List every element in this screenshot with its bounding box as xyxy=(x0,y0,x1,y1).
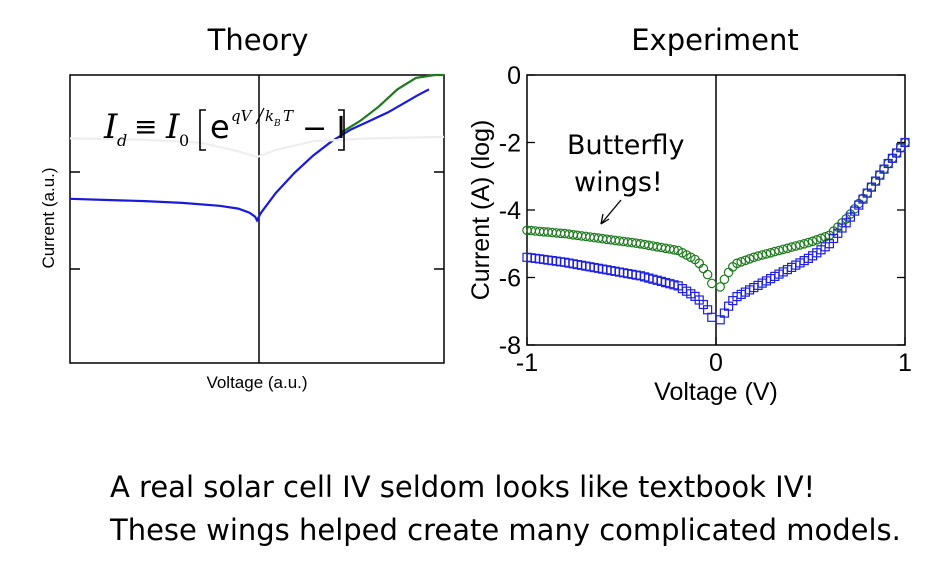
exp-series-0-point-68 xyxy=(807,236,818,247)
experiment-title: Experiment xyxy=(631,23,799,57)
exp-series-0-point-53 xyxy=(744,253,755,264)
eq-coef-sub: 0 xyxy=(179,131,189,150)
theory-xlabel: Voltage (a.u.) xyxy=(206,373,307,392)
exp-series-0-point-47 xyxy=(719,274,730,285)
experiment-ticks: 0 -2 -4 -6 -8-1 0 1 xyxy=(499,62,912,377)
exp-series-1-point-90 xyxy=(900,137,910,148)
exp-series-0-point-52 xyxy=(740,255,751,266)
eq-exp-base: e xyxy=(210,108,230,146)
experiment-series xyxy=(522,137,910,325)
exp-xtick-label-0: -1 xyxy=(516,349,538,377)
theory-curve-2 xyxy=(69,135,445,159)
eq-exp-den-tail: T xyxy=(283,107,294,125)
eq-left-bracket xyxy=(199,109,206,151)
experiment-ylabel: Current (A) (log) xyxy=(467,120,495,301)
theory-curves xyxy=(69,73,445,223)
exp-series-0-point-44 xyxy=(706,278,717,289)
annotation-line-1: Butterfly xyxy=(567,130,685,161)
exp-series-0-point-48 xyxy=(723,267,734,278)
annotation-arrow xyxy=(600,199,622,225)
experiment-chart: Experiment 0 -2 -4 -6 -8-1 0 1 Voltage (V) Cur… xyxy=(467,23,912,406)
eq-equiv: ≡ xyxy=(134,110,157,143)
theory-chart: Theory Voltage (a.u.) Current (a.u.) I d… xyxy=(39,23,445,392)
exp-series-0-point-46 xyxy=(715,282,725,292)
eq-coef-main: I xyxy=(165,107,180,147)
exp-series-0-point-50 xyxy=(732,258,742,269)
exp-series-1-point-44 xyxy=(707,312,717,322)
eq-exp-slash xyxy=(255,107,265,125)
exp-ytick-label-3: -6 xyxy=(499,265,521,293)
theory-axes-box xyxy=(69,74,445,364)
exp-series-0-point-43 xyxy=(702,269,713,280)
exp-ytick-label-0: 0 xyxy=(507,62,521,90)
exp-series-0-point-51 xyxy=(736,256,746,267)
annotation-line-2: wings! xyxy=(574,167,663,198)
experiment-xlabel: Voltage (V) xyxy=(654,378,778,406)
exp-xtick-label-1: 0 xyxy=(709,349,723,377)
theory-ylabel: Current (a.u.) xyxy=(39,167,58,268)
diode-equation: I d ≡ I 0 e qV k B T − I xyxy=(103,107,346,151)
exp-series-0-point-69 xyxy=(811,235,822,245)
eq-lhs-main: I xyxy=(103,107,118,147)
eq-right-bracket xyxy=(338,109,345,151)
theory-title: Theory xyxy=(207,23,309,57)
eq-minus-one: − I xyxy=(302,111,346,146)
exp-series-0-point-66 xyxy=(799,239,809,249)
exp-xtick-label-2: 1 xyxy=(898,349,912,377)
theory-curve-1 xyxy=(340,73,444,134)
eq-exp-num: qV xyxy=(231,107,254,125)
exp-ytick-label-4: -8 xyxy=(499,332,521,360)
caption-line-1: A real solar cell IV seldom looks like t… xyxy=(110,470,816,504)
exp-series-0-point-35 xyxy=(669,245,679,255)
exp-ytick-label-1: -2 xyxy=(499,130,521,158)
theory-curve-0 xyxy=(69,88,430,223)
exp-series-0-point-67 xyxy=(803,237,814,248)
eq-lhs-sub: d xyxy=(117,131,127,150)
eq-exp-den-sub: B xyxy=(273,119,281,129)
caption-line-2: These wings helped create many complicat… xyxy=(110,513,901,547)
annotation-arrowhead xyxy=(600,213,610,225)
exp-ytick-label-2: -4 xyxy=(499,197,521,225)
eq-exp-den-main: k xyxy=(265,107,274,125)
